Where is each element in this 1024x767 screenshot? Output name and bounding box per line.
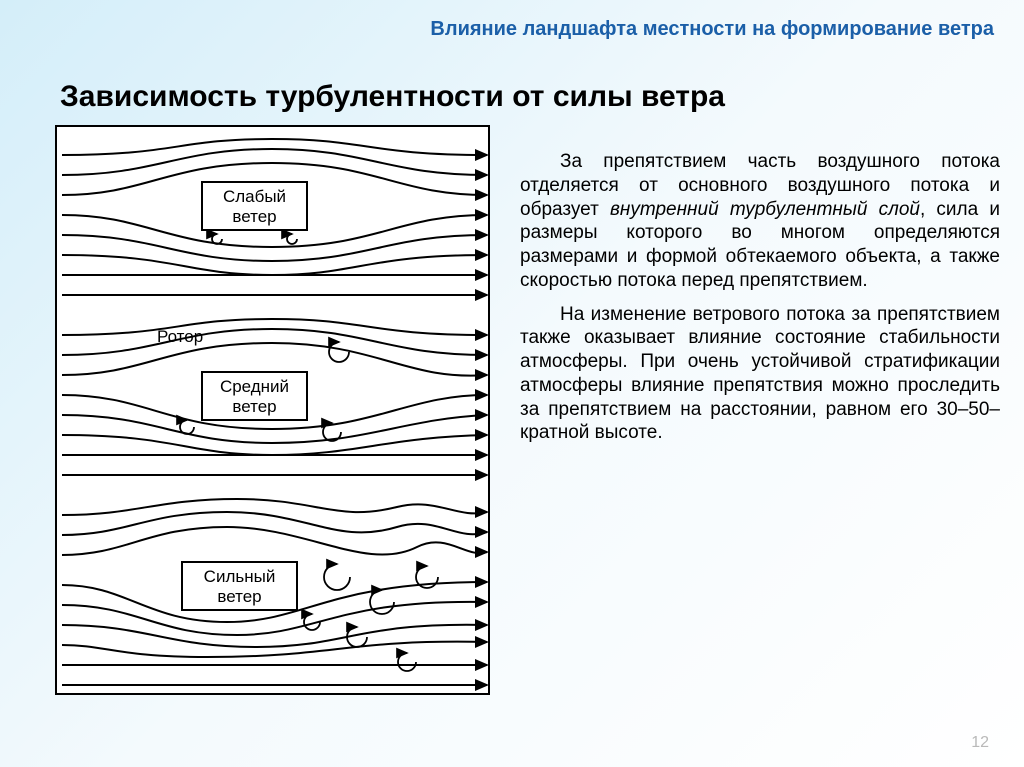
- paragraph: На изменение ветрового потока за препятс…: [520, 303, 1000, 446]
- svg-text:Сильный: Сильный: [204, 567, 276, 586]
- body-text: За препятствием часть воздушного потока …: [520, 150, 1000, 455]
- svg-text:ветер: ветер: [232, 207, 276, 226]
- paragraph: За препятствием часть воздушного потока …: [520, 150, 1000, 293]
- svg-text:ветер: ветер: [232, 397, 276, 416]
- rotor-label: Ротор: [157, 327, 203, 347]
- page-number: 12: [971, 734, 989, 752]
- svg-text:Средний: Средний: [220, 377, 289, 396]
- page-header: Влияние ландшафта местности на формирова…: [430, 18, 994, 41]
- svg-text:ветер: ветер: [217, 587, 261, 606]
- page-title: Зависимость турбулентности от силы ветра: [60, 80, 725, 114]
- svg-text:Слабый: Слабый: [223, 187, 286, 206]
- turbulence-diagram: СлабыйветерСреднийветерСильныйветер Рото…: [55, 125, 490, 695]
